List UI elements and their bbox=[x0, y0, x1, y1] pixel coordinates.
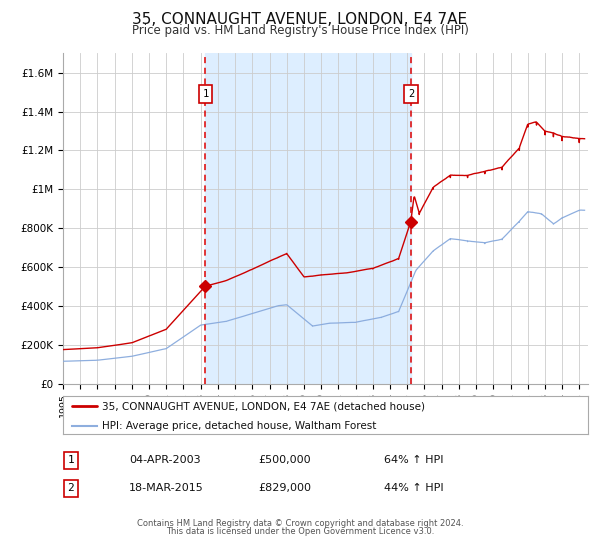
Text: 1: 1 bbox=[202, 89, 208, 99]
Text: 1: 1 bbox=[67, 455, 74, 465]
Text: 35, CONNAUGHT AVENUE, LONDON, E4 7AE: 35, CONNAUGHT AVENUE, LONDON, E4 7AE bbox=[133, 12, 467, 27]
Text: 2: 2 bbox=[408, 89, 414, 99]
Text: 18-MAR-2015: 18-MAR-2015 bbox=[129, 483, 204, 493]
Text: Contains HM Land Registry data © Crown copyright and database right 2024.: Contains HM Land Registry data © Crown c… bbox=[137, 519, 463, 528]
Text: HPI: Average price, detached house, Waltham Forest: HPI: Average price, detached house, Walt… bbox=[103, 421, 377, 431]
Text: 04-APR-2003: 04-APR-2003 bbox=[129, 455, 200, 465]
Text: £829,000: £829,000 bbox=[258, 483, 311, 493]
Text: Price paid vs. HM Land Registry's House Price Index (HPI): Price paid vs. HM Land Registry's House … bbox=[131, 24, 469, 37]
Text: 64% ↑ HPI: 64% ↑ HPI bbox=[384, 455, 443, 465]
Text: £500,000: £500,000 bbox=[258, 455, 311, 465]
Text: This data is licensed under the Open Government Licence v3.0.: This data is licensed under the Open Gov… bbox=[166, 527, 434, 536]
Text: 2: 2 bbox=[67, 483, 74, 493]
Text: 44% ↑ HPI: 44% ↑ HPI bbox=[384, 483, 443, 493]
Bar bbox=[205, 53, 411, 384]
Text: 35, CONNAUGHT AVENUE, LONDON, E4 7AE (detached house): 35, CONNAUGHT AVENUE, LONDON, E4 7AE (de… bbox=[103, 401, 425, 411]
